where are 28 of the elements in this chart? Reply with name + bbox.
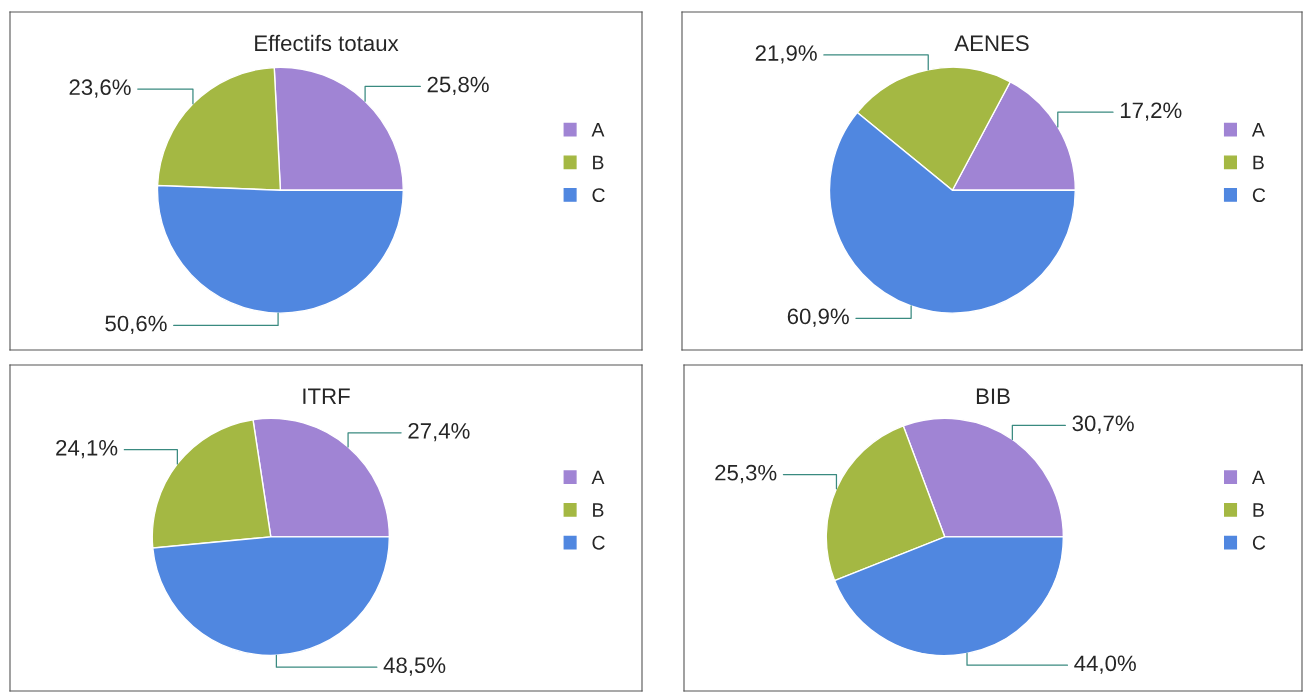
data-label: 50,6% [105, 315, 167, 334]
data-label: 23,6% [69, 79, 131, 98]
chart-title: ITRF [303, 388, 350, 404]
chart-title: Effectifs totaux [255, 34, 399, 52]
data-label: 48,5% [383, 657, 446, 676]
legend-label: A [1251, 123, 1265, 137]
chart-title: BIB [976, 388, 1010, 404]
legend-label: A [1251, 470, 1265, 485]
legend-label: C [1252, 535, 1266, 550]
data-label: 21,9% [755, 45, 817, 64]
legend-label: C [592, 535, 605, 550]
legend-label: A [591, 470, 605, 485]
chart-title: AENES [954, 35, 1029, 52]
data-label: 27,4% [408, 422, 470, 442]
legend-label: A [591, 123, 605, 137]
legend-label: B [593, 503, 604, 517]
legend-label: C [592, 188, 605, 203]
legend-label: B [593, 155, 604, 170]
data-label: 17,2% [1120, 102, 1182, 121]
data-label: 25,8% [427, 76, 489, 95]
legend-label: B [1253, 155, 1264, 170]
data-label: 44,0% [1074, 655, 1136, 674]
data-label: 30,7% [1072, 415, 1134, 434]
data-label: 25,3% [715, 464, 777, 484]
data-label: 60,9% [787, 308, 849, 327]
legend-label: C [1252, 188, 1266, 203]
data-label: 24,1% [56, 439, 118, 459]
legend-label: B [1253, 503, 1264, 517]
